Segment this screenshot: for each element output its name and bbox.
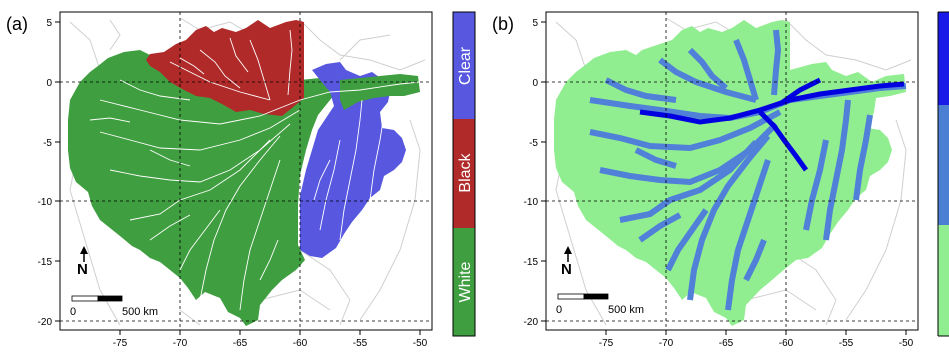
panel-a-legend: Clear Black White (452, 11, 476, 337)
xtick: -70 (659, 338, 674, 349)
main-river (639, 77, 905, 172)
panel-b-map: N 0 500 km (546, 12, 918, 330)
scale-zero: 0 (556, 304, 562, 316)
panel-b-xticks (605, 330, 907, 335)
legend-white-swatch (453, 228, 475, 336)
panel-b: (b) (492, 11, 949, 349)
graticule (546, 12, 918, 330)
panel-b-legend (937, 11, 949, 337)
panel-b-frame (545, 11, 919, 331)
white-water-region (68, 50, 340, 326)
panel-a-map: N 0 500 km (60, 12, 432, 330)
legend-b-bottom-swatch (938, 225, 949, 336)
scale-bar: 0 500 km (556, 293, 644, 316)
xtick: -60 (779, 338, 794, 349)
legend-b-top-swatch (938, 12, 949, 105)
north-label: N (77, 261, 88, 278)
north-arrow: N (561, 246, 572, 278)
xtick: -65 (233, 338, 248, 349)
ytick: -10 (524, 197, 539, 208)
ytick: -5 (529, 138, 538, 149)
ytick: 0 (532, 78, 538, 89)
ytick: -5 (43, 138, 52, 149)
panel-b-label: (b) (492, 14, 514, 34)
panel-a-frame (59, 11, 433, 331)
north-arrow: N (77, 246, 88, 278)
ytick: 5 (532, 18, 538, 29)
scale-zero: 0 (70, 306, 76, 318)
river-network (89, 29, 421, 311)
legend-clear-swatch (453, 12, 475, 119)
xtick: -75 (113, 338, 128, 349)
xtick: -50 (413, 338, 428, 349)
xtick: -55 (353, 338, 368, 349)
ytick: -20 (38, 317, 53, 328)
xtick: -50 (899, 338, 914, 349)
xtick: -65 (719, 338, 734, 349)
ytick: -20 (524, 317, 539, 328)
scale-distance: 500 km (122, 306, 158, 318)
panel-a-xticks (119, 330, 421, 335)
ytick: -15 (524, 257, 539, 268)
panel-a-yticks (55, 21, 60, 322)
xtick: -55 (839, 338, 854, 349)
panel-a-label: (a) (6, 14, 28, 34)
xtick: -75 (599, 338, 614, 349)
ytick: -15 (38, 257, 53, 268)
legend-white-label: White (457, 261, 474, 302)
ytick: 0 (46, 78, 52, 89)
legend-black-label: Black (457, 152, 474, 192)
clear-water-region (300, 62, 406, 258)
panel-b-yticks (541, 21, 546, 322)
xtick: -60 (293, 338, 308, 349)
ytick: -10 (38, 197, 53, 208)
black-water-region (146, 20, 304, 116)
legend-black-swatch (453, 119, 475, 228)
north-label: N (561, 261, 572, 278)
white-water-east (340, 74, 420, 110)
panel-a: (a) (6, 11, 476, 349)
scale-bar: 0 500 km (70, 295, 158, 318)
legend-b-mid-swatch (938, 105, 949, 225)
scale-distance: 500 km (608, 304, 644, 316)
ytick: 5 (46, 18, 52, 29)
xtick: -70 (173, 338, 188, 349)
legend-clear-label: Clear (457, 46, 474, 85)
graticule (60, 12, 432, 330)
